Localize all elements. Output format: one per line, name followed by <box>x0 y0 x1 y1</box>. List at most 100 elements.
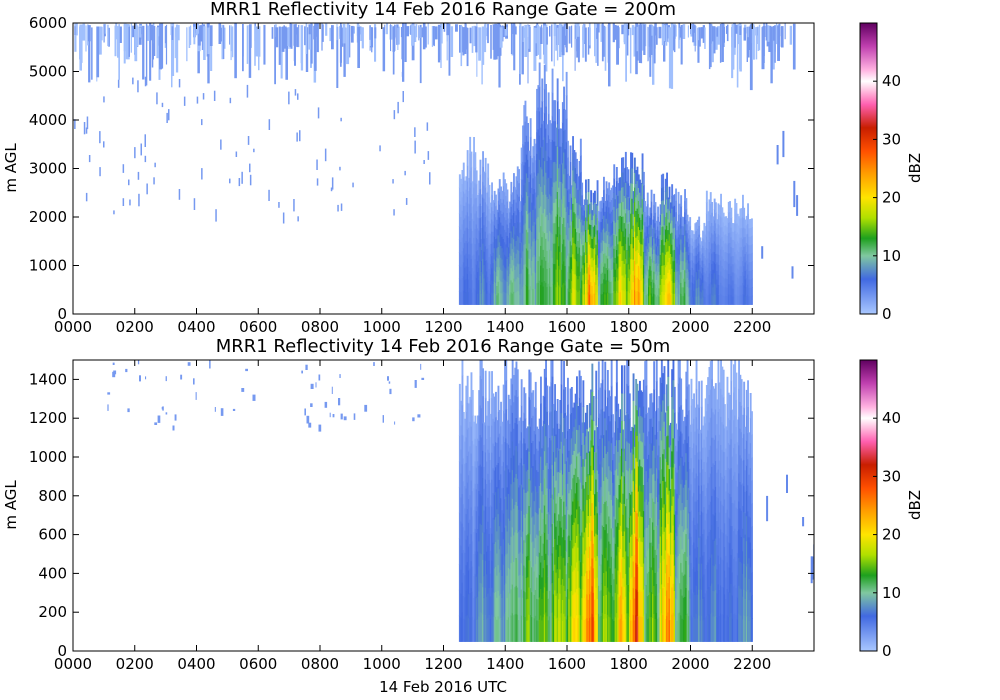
echo-cell <box>636 207 639 223</box>
echo-cell <box>708 209 711 221</box>
echo-cell <box>735 213 738 224</box>
echo-cell <box>671 369 674 397</box>
echo-cell <box>672 408 675 439</box>
noise-speckle <box>421 377 425 380</box>
echo-cell <box>641 153 644 170</box>
echo-cell <box>498 525 501 550</box>
echo-cell <box>672 583 675 613</box>
noise-speckle <box>103 96 105 103</box>
echo-cell <box>658 616 661 642</box>
echo-cell <box>502 251 505 266</box>
echo-cell <box>467 190 470 204</box>
echo-cell <box>684 189 686 202</box>
echo-cell <box>695 529 698 558</box>
echo-cell <box>696 279 699 288</box>
echo-cell <box>671 256 674 269</box>
echo-cell <box>682 509 685 532</box>
echo-cell <box>469 287 472 305</box>
echo-cell <box>510 588 513 616</box>
echo-cell <box>609 543 612 569</box>
echo-cell <box>608 465 611 492</box>
echo-cell <box>592 592 595 618</box>
echo-cell <box>703 551 706 575</box>
echo-cell <box>658 518 661 544</box>
echo-cell <box>654 253 657 264</box>
echo-cell <box>536 218 538 241</box>
echo-cell <box>471 193 474 207</box>
echo-cell <box>470 506 473 535</box>
echo-cell <box>524 418 527 444</box>
echo-cell <box>690 615 693 642</box>
echo-cell <box>511 281 514 294</box>
noise-speckle <box>426 122 429 131</box>
echo-cell <box>531 158 533 174</box>
echo-cell <box>594 620 596 642</box>
echo-cell <box>718 244 721 256</box>
echo-cell <box>613 164 616 179</box>
echo-cell <box>649 443 652 469</box>
echo-cell <box>703 239 706 248</box>
echo-cell <box>515 445 518 474</box>
echo-cell <box>551 494 554 525</box>
echo-cell <box>475 532 478 555</box>
echo-cell <box>614 269 617 282</box>
echo-cell <box>704 519 707 545</box>
echo-cell <box>514 613 517 642</box>
echo-cell <box>650 281 653 294</box>
echo-cell <box>626 222 629 237</box>
echo-cell <box>471 565 474 592</box>
echo-cell <box>641 441 644 468</box>
echo-cell <box>666 251 668 266</box>
noise-streak <box>308 24 312 50</box>
echo-cell <box>691 423 694 448</box>
echo-cell <box>491 614 493 642</box>
echo-cell <box>609 235 612 248</box>
echo-cell <box>489 212 492 224</box>
echo-cell <box>654 595 657 619</box>
echo-cell <box>492 231 495 243</box>
echo-cell <box>671 208 674 221</box>
echo-cell <box>564 539 567 566</box>
echo-cell <box>717 243 720 255</box>
echo-cell <box>491 243 493 257</box>
echo-cell <box>543 160 546 186</box>
echo-cell <box>514 245 517 259</box>
noise-streak <box>747 26 750 58</box>
echo-cell <box>646 293 649 305</box>
echo-cell <box>568 252 571 267</box>
echo-cell <box>555 269 558 288</box>
echo-cell <box>591 276 594 286</box>
noise-streak <box>625 23 627 82</box>
echo-cell <box>578 218 581 234</box>
echo-cell <box>579 561 582 589</box>
echo-cell <box>605 230 608 244</box>
noise-streak <box>271 27 274 39</box>
noise-speckle <box>340 203 343 211</box>
noise-speckle <box>253 148 255 153</box>
echo-cell <box>482 614 484 642</box>
echo-cell <box>622 535 625 558</box>
echo-cell <box>592 494 595 520</box>
echo-cell <box>716 261 719 271</box>
echo-cell <box>595 397 598 426</box>
echo-cell <box>471 591 474 617</box>
echo-cell <box>653 501 656 530</box>
echo-cell <box>631 228 634 245</box>
echo-cell <box>735 253 738 265</box>
echo-cell <box>537 428 540 451</box>
echo-cell <box>666 212 668 226</box>
echo-cell <box>660 497 663 527</box>
echo-cell <box>605 205 608 219</box>
echo-cell <box>540 614 542 642</box>
echo-cell <box>659 456 662 484</box>
echo-cell <box>558 556 560 579</box>
echo-cell <box>462 247 465 263</box>
echo-cell <box>606 478 609 507</box>
noise-streak <box>774 25 776 63</box>
echo-cell <box>677 360 680 384</box>
echo-cell <box>604 501 607 531</box>
echo-cell <box>492 210 495 222</box>
echo-cell <box>657 431 659 456</box>
echo-cell <box>742 282 744 294</box>
echo-cell <box>537 620 540 642</box>
